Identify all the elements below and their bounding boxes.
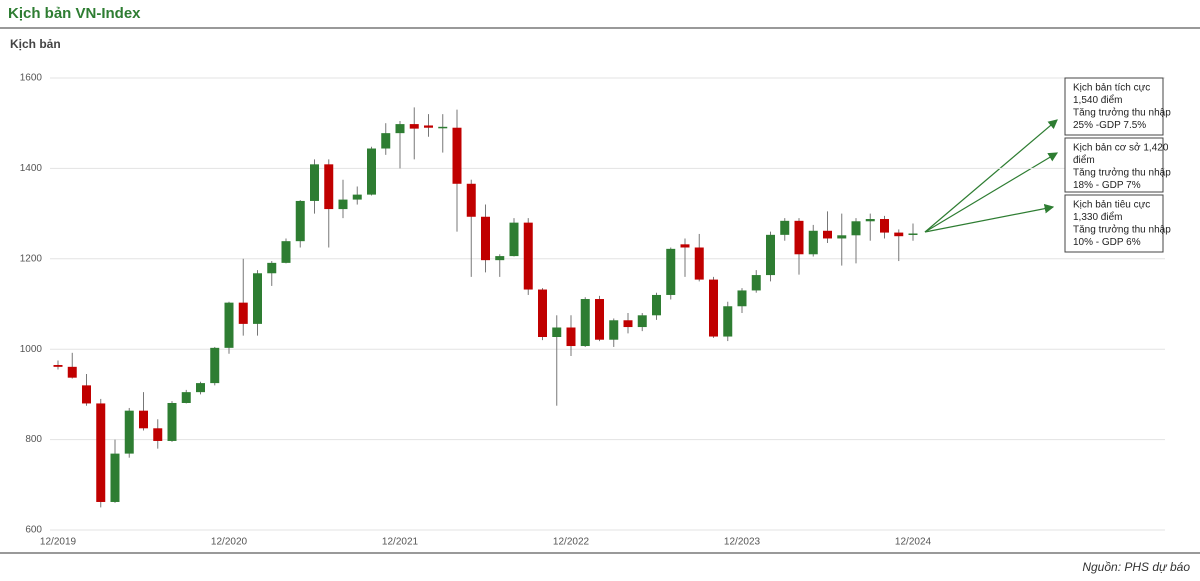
candle-body bbox=[837, 235, 847, 239]
candle-body bbox=[452, 127, 462, 184]
annotation-text: Kịch bản cơ sở 1,420 bbox=[1073, 142, 1169, 154]
candle-body bbox=[409, 124, 419, 129]
candle-body bbox=[210, 347, 220, 384]
candle-body bbox=[652, 294, 661, 316]
candle-body bbox=[124, 410, 134, 454]
candle-body bbox=[466, 183, 476, 217]
annotation-box bbox=[1064, 137, 1164, 193]
candle-body bbox=[552, 327, 562, 337]
candle-body bbox=[894, 232, 904, 237]
candle-body bbox=[908, 233, 918, 235]
candle-body bbox=[438, 126, 448, 129]
candle-body bbox=[538, 289, 547, 337]
candle-body bbox=[808, 230, 818, 255]
y-tick-label: 1200 bbox=[20, 253, 43, 264]
annotation-text: Kịch bản tích cực bbox=[1073, 83, 1150, 94]
x-tick-label: 12/2022 bbox=[553, 537, 590, 548]
candle-body bbox=[167, 402, 177, 441]
y-tick-label: 1600 bbox=[20, 73, 43, 84]
y-tick-label: 1000 bbox=[20, 344, 43, 355]
candle-body bbox=[737, 290, 747, 307]
candle-body bbox=[623, 320, 633, 328]
candle-body bbox=[310, 164, 319, 201]
candle-body bbox=[295, 200, 305, 242]
chart-subtitle: Kịch bản bbox=[10, 37, 61, 51]
annotation-text: 1,330 điểm bbox=[1073, 211, 1122, 223]
candle-body bbox=[395, 124, 405, 134]
candle-body bbox=[367, 148, 376, 195]
candle-body bbox=[53, 365, 63, 367]
candle-body bbox=[609, 320, 619, 340]
candle-body bbox=[780, 220, 790, 235]
annotation-text: Tăng trưởng thu nhập bbox=[1073, 107, 1171, 119]
y-tick-label: 1400 bbox=[20, 163, 43, 174]
candle-body bbox=[324, 164, 334, 210]
candle-body bbox=[424, 125, 433, 128]
annotation-box bbox=[1064, 77, 1164, 136]
source: Nguồn: PHS dự báo bbox=[1082, 560, 1190, 574]
candle-body bbox=[566, 327, 576, 347]
candle-body bbox=[509, 222, 519, 257]
candle-body bbox=[253, 273, 262, 324]
x-tick-label: 12/2023 bbox=[724, 537, 761, 548]
annotation-text: 25% -GDP 7.5% bbox=[1073, 120, 1146, 131]
candle-body bbox=[851, 221, 861, 236]
candle-body bbox=[495, 256, 505, 261]
annotation-text: Kịch bản tiêu cực bbox=[1073, 200, 1150, 211]
candle-body bbox=[153, 428, 163, 441]
candle-body bbox=[224, 302, 234, 348]
x-tick-label: 12/2020 bbox=[211, 537, 248, 548]
candle-body bbox=[880, 219, 889, 233]
candle-body bbox=[381, 133, 391, 149]
candle-body bbox=[352, 194, 362, 200]
candle-body bbox=[523, 222, 533, 290]
candle-body bbox=[709, 279, 718, 337]
annotation-text: Tăng trưởng thu nhập bbox=[1073, 167, 1171, 179]
candle-body bbox=[67, 366, 77, 378]
annotation-box bbox=[1064, 194, 1164, 253]
candle-body bbox=[680, 244, 690, 248]
annotation-text: 18% - GDP 7% bbox=[1073, 180, 1141, 191]
candle-body bbox=[766, 234, 775, 276]
chart-title: Kịch bản VN-Index bbox=[8, 5, 141, 22]
annotation-text: điểm bbox=[1073, 154, 1095, 166]
candle-body bbox=[196, 383, 205, 393]
candle-body bbox=[238, 302, 248, 324]
y-tick-label: 800 bbox=[25, 434, 42, 445]
arrow bbox=[924, 119, 1058, 233]
candle-body bbox=[694, 247, 704, 280]
candle-body bbox=[338, 199, 348, 210]
candle-body bbox=[865, 219, 875, 222]
annotation-text: 10% - GDP 6% bbox=[1073, 237, 1141, 248]
candle-body bbox=[110, 453, 120, 502]
candle-body bbox=[823, 230, 832, 239]
annotation-text: 1,540 điểm bbox=[1073, 94, 1122, 106]
annotation-text: Tăng trưởng thu nhập bbox=[1073, 224, 1171, 236]
arrows bbox=[924, 119, 1059, 233]
candle-body bbox=[481, 216, 490, 261]
candle-body bbox=[181, 392, 191, 403]
candle-body bbox=[139, 410, 148, 429]
candle-body bbox=[637, 315, 647, 328]
candle-body bbox=[595, 299, 604, 340]
x-tick-label: 12/2024 bbox=[895, 537, 932, 548]
candle-body bbox=[96, 403, 106, 502]
candle-body bbox=[751, 275, 761, 291]
arrow bbox=[924, 152, 1059, 233]
candle-body bbox=[666, 248, 676, 295]
candle-body bbox=[267, 262, 277, 274]
x-tick-label: 12/2021 bbox=[382, 537, 419, 548]
y-tick-label: 600 bbox=[25, 525, 42, 536]
candle-body bbox=[281, 241, 291, 263]
candle-body bbox=[794, 220, 804, 255]
candle-body bbox=[580, 299, 590, 347]
candle-body bbox=[82, 385, 91, 404]
arrow bbox=[924, 203, 1055, 233]
x-tick-label: 12/2019 bbox=[40, 537, 77, 548]
candle-body bbox=[723, 306, 733, 337]
